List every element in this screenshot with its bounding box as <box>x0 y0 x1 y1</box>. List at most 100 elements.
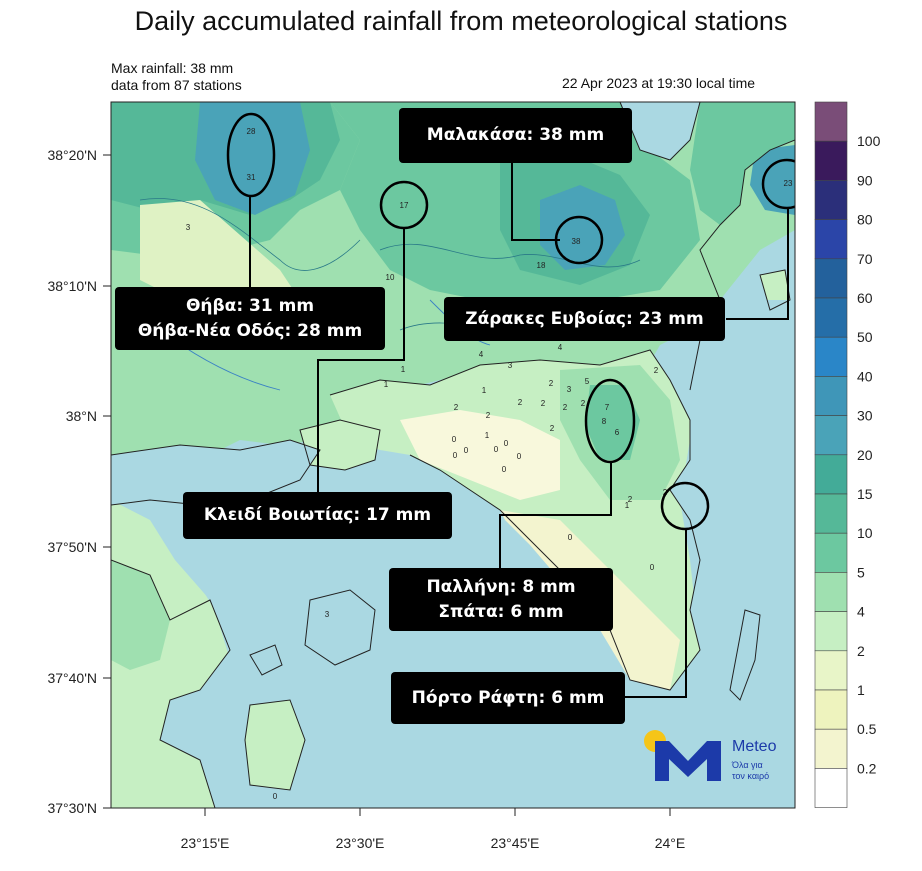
colorbar-label: 10 <box>857 525 873 541</box>
station-value: 10 <box>386 273 395 282</box>
callout-thiva: Θήβα: 31 mm Θήβα-Νέα Οδός: 28 mm <box>115 287 385 350</box>
station-value: 2 <box>454 403 459 412</box>
station-value: 0 <box>517 452 522 461</box>
lon-label: 23°30'E <box>336 835 385 851</box>
colorbar-swatch <box>814 650 848 691</box>
colorbar-swatch <box>814 101 848 142</box>
leader-malakasa <box>511 162 560 241</box>
station-value: 2 <box>518 398 523 407</box>
station-value: 28 <box>247 127 256 136</box>
latitude-labels: 38°20'N 38°10'N 38°N 37°50'N 37°40'N 37°… <box>47 147 97 816</box>
coastline <box>249 644 283 676</box>
colorbar-label: 4 <box>857 604 865 620</box>
colorbar: 100 90 80 70 60 50 40 30 20 15 10 5 4 2 1 0.5 0.2 <box>814 101 881 808</box>
coastline <box>111 559 231 808</box>
coastline <box>299 419 381 471</box>
station-value: 18 <box>537 261 546 270</box>
coastline <box>244 699 306 791</box>
station-value: 2 <box>549 379 554 388</box>
station-value: 3 <box>508 361 513 370</box>
station-count-line: data from 87 stations <box>111 77 242 93</box>
callout-zarakes-text: Ζάρακες Ευβοίας: 23 mm <box>465 308 704 329</box>
callout-pallini: Παλλήνη: 8 mm Σπάτα: 6 mm <box>389 568 613 631</box>
colorbar-swatch <box>814 493 848 534</box>
callout-porto-rafti: Πόρτο Ράφτη: 6 mm <box>391 672 625 724</box>
colorbar-swatch <box>814 258 848 299</box>
callout-thiva-line-2: Θήβα-Νέα Οδός: 28 mm <box>137 320 363 341</box>
coastline <box>729 609 761 701</box>
colorbar-swatch <box>814 219 848 260</box>
colorbar-label: 2 <box>857 643 865 659</box>
sea-north-gulf <box>620 102 700 160</box>
rain-core-thiva <box>195 102 310 215</box>
lat-label: 37°50'N <box>47 539 97 555</box>
station-value: 0 <box>464 446 469 455</box>
colorbar-label: 20 <box>857 447 873 463</box>
station-value: 2 <box>541 399 546 408</box>
station-value: 4 <box>479 350 484 359</box>
station-value: 2 <box>581 399 586 408</box>
station-value: 0 <box>273 792 278 801</box>
callout-kleidi: Κλειδί Βοιωτίας: 17 mm <box>183 492 452 539</box>
sea-east-coast <box>680 300 795 808</box>
highlight-pallini <box>584 378 636 464</box>
colorbar-label: 0.2 <box>857 760 877 776</box>
coastline <box>619 102 701 161</box>
lon-label: 23°45'E <box>491 835 540 851</box>
colorbar-label: 5 <box>857 564 865 580</box>
station-value: 1 <box>625 501 630 510</box>
lat-label: 38°N <box>66 408 97 424</box>
highlight-porto-rafti <box>660 481 710 531</box>
colorbar-swatch <box>814 336 848 377</box>
station-value: 4 <box>558 343 563 352</box>
colorbar-label: 90 <box>857 172 873 188</box>
station-value: 3 <box>186 223 191 232</box>
station-value: 0 <box>453 451 458 460</box>
map-title: Daily accumulated rainfall from meteorol… <box>134 6 788 36</box>
logo-tagline-line-1: Όλα για <box>732 760 763 770</box>
longitude-labels: 23°15'E 23°30'E 23°45'E 24°E <box>181 835 686 851</box>
lat-label: 38°10'N <box>47 278 97 294</box>
callout-porto-rafti-text: Πόρτο Ράφτη: 6 mm <box>411 687 605 708</box>
colorbar-label: 60 <box>857 290 873 306</box>
map-frame <box>110 101 796 809</box>
colorbar-label: 1 <box>857 682 865 698</box>
station-value: 38 <box>572 237 581 246</box>
max-rainfall-info: Max rainfall: 38 mm data from 87 station… <box>111 60 242 94</box>
coastline <box>304 589 376 666</box>
colorbar-label: 70 <box>857 251 873 267</box>
colorbar-label: 40 <box>857 368 873 384</box>
rain-core-malakasa <box>540 185 625 270</box>
colorbar-swatch <box>814 140 848 181</box>
logo-name: Meteo <box>732 738 777 755</box>
station-value: 1 <box>401 365 406 374</box>
callout-pallini-line-2: Σπάτα: 6 mm <box>438 601 564 622</box>
meteo-logo: Meteo Όλα για τον καιρό <box>643 728 793 788</box>
station-value: 6 <box>615 428 620 437</box>
land-south-island <box>245 700 305 790</box>
colorbar-swatch <box>814 728 848 769</box>
colorbar-label: 15 <box>857 486 873 502</box>
leader-pallini <box>499 462 612 568</box>
dry-area-athens <box>400 410 560 500</box>
highlight-kleidi <box>379 180 429 230</box>
station-value: 0 <box>504 439 509 448</box>
colorbar-swatch <box>814 376 848 416</box>
leader-zarakes <box>726 208 789 320</box>
station-value: 2 <box>486 411 491 420</box>
station-value: 2 <box>654 366 659 375</box>
colorbar-swatch <box>814 454 848 495</box>
station-value: 0 <box>568 533 573 542</box>
colorbar-swatch <box>814 180 848 220</box>
station-value: 3 <box>567 385 572 394</box>
station-value: 1 <box>482 386 487 395</box>
highlight-zarakes <box>761 158 795 210</box>
station-value: 1 <box>384 380 389 389</box>
max-rainfall-line: Max rainfall: 38 mm <box>111 60 234 76</box>
leader-porto-rafti <box>625 528 687 698</box>
colorbar-swatch <box>814 611 848 652</box>
callout-zarakes: Ζάρακες Ευβοίας: 23 mm <box>444 297 725 341</box>
station-value: 0 <box>452 435 457 444</box>
